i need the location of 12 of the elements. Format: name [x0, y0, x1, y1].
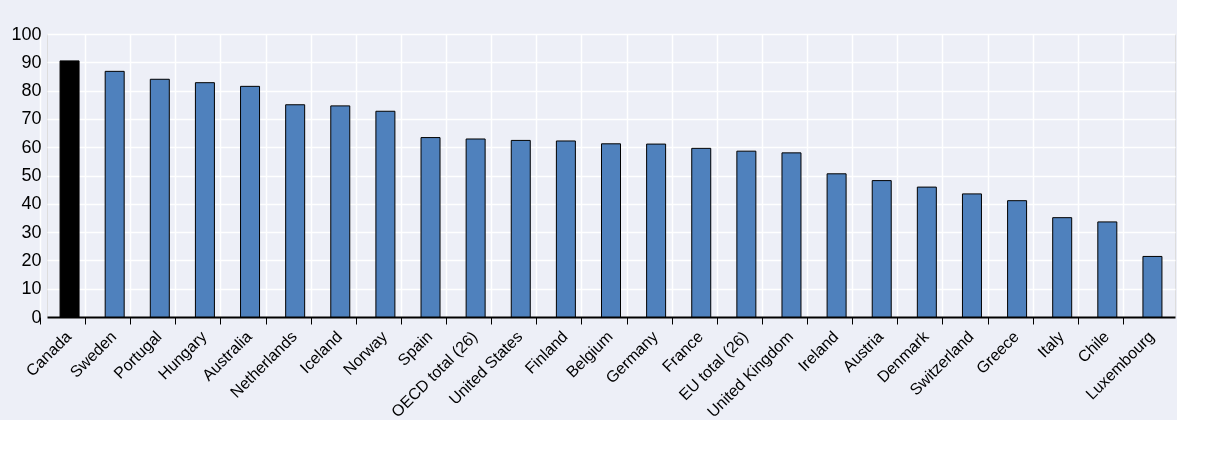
x-tick-label: Italy — [1034, 327, 1068, 361]
y-tick-label: 50 — [21, 165, 42, 185]
y-tick-label: 80 — [21, 80, 42, 101]
y-tick-label: 100 — [11, 23, 42, 44]
y-tick-label: 40 — [21, 193, 42, 214]
y-tick-label: 0 — [31, 306, 42, 327]
y-tick-label: 60 — [21, 136, 42, 157]
y-tick-label: 90 — [21, 51, 42, 72]
y-tick-label: 70 — [21, 108, 42, 129]
y-tick-label: 20 — [21, 249, 42, 270]
y-tick-label: 30 — [21, 221, 42, 242]
y-tick-label: 10 — [21, 278, 42, 299]
